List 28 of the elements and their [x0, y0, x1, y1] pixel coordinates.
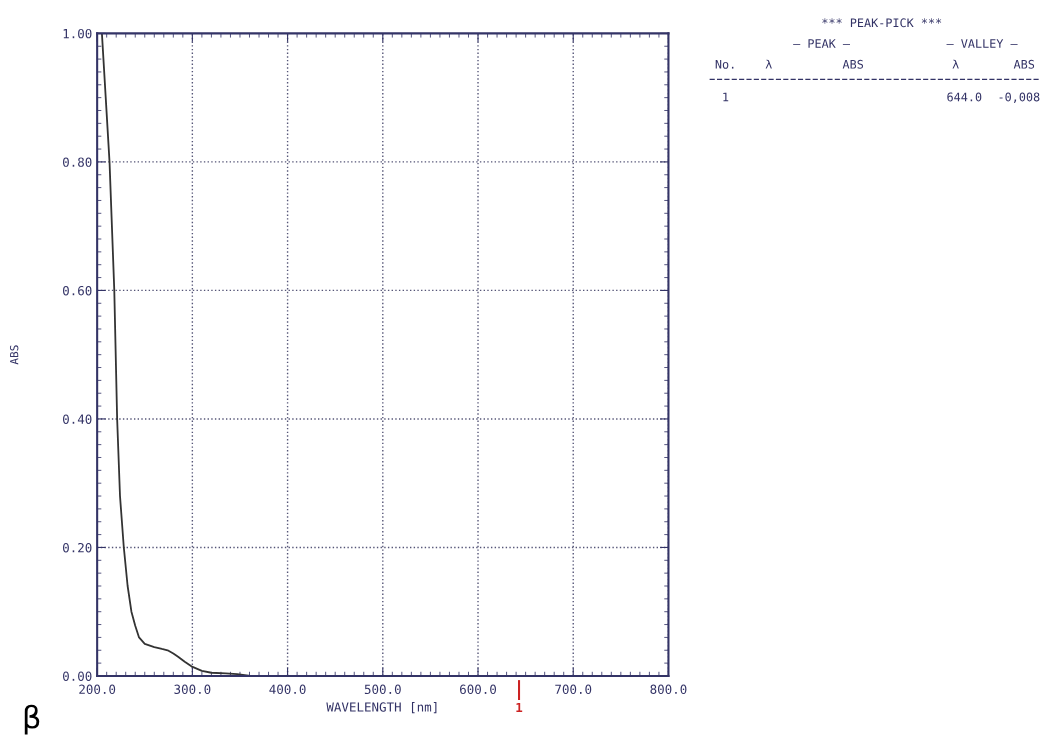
- x-tick-label: 600.0: [460, 684, 497, 695]
- text: 1: [723, 92, 729, 102]
- x-tick-label: 500.0: [364, 684, 401, 695]
- text: λ: [765, 59, 772, 69]
- x-tick-label: 400.0: [269, 684, 306, 695]
- y-tick-label: 0.00: [63, 671, 92, 681]
- text: — VALLEY —: [946, 39, 1018, 48]
- text: ABS: [1013, 59, 1035, 69]
- text: -0,008: [999, 92, 1040, 103]
- y-tick-label: 0.80: [63, 157, 92, 167]
- x-tick-label: 300.0: [174, 684, 211, 695]
- text: 1: [516, 702, 523, 713]
- y-tick-label: 0.60: [63, 285, 92, 296]
- text: *** PEAK-PICK ***: [822, 18, 942, 28]
- text: β: [24, 704, 40, 735]
- text: — PEAK —: [793, 39, 850, 48]
- y-tick-label: 0.40: [63, 414, 92, 424]
- x-axis-title: WAVELENGTH [nm]: [326, 702, 437, 714]
- x-tick-label: 700.0: [555, 684, 592, 695]
- text: No.: [715, 59, 734, 69]
- text: 644.0: [947, 92, 982, 102]
- text: λ: [952, 59, 959, 69]
- text: ABS: [842, 59, 864, 69]
- x-tick-label: 200.0: [79, 684, 116, 695]
- y-tick-label: 1.00: [63, 28, 92, 39]
- x-tick-label: 800.0: [650, 684, 687, 695]
- y-tick-label: 0.20: [63, 542, 92, 553]
- y-axis-title: ABS: [9, 345, 19, 365]
